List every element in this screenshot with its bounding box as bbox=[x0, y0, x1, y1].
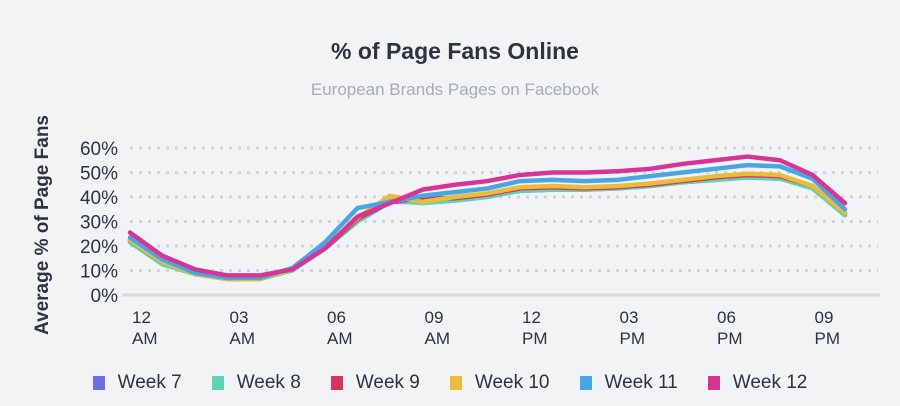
legend-item-week-11[interactable]: Week 11 bbox=[579, 372, 678, 394]
x-tick-label: AM bbox=[327, 329, 353, 348]
legend-swatch bbox=[92, 376, 105, 390]
x-tick-label: 03 bbox=[230, 308, 249, 327]
legend-item-week-10[interactable]: Week 10 bbox=[449, 372, 550, 394]
x-tick-label: 12 bbox=[132, 308, 151, 327]
legend-label: Week 7 bbox=[117, 372, 182, 393]
legend-item-week-12[interactable]: Week 12 bbox=[707, 372, 808, 394]
legend-swatch bbox=[211, 376, 224, 390]
y-tick-labels: 0% 10% 20% 30% 40% 50% 60% bbox=[80, 139, 118, 307]
line-chart: 0% 10% 20% 30% 40% 50% 60% 12 AM 03 AM 06 AM 09 AM 12 P… bbox=[80, 139, 880, 348]
x-tick-label: 12 bbox=[522, 308, 541, 327]
legend-item-week-8[interactable]: Week 8 bbox=[211, 372, 301, 394]
y-tick-label: 10% bbox=[80, 262, 118, 283]
legend-item-week-7[interactable]: Week 7 bbox=[92, 372, 182, 394]
x-tick-label: 09 bbox=[815, 308, 834, 327]
legend-swatch bbox=[449, 376, 462, 390]
legend-label: Week 11 bbox=[604, 372, 678, 393]
x-tick-label: 09 bbox=[425, 308, 444, 327]
legend-label: Week 10 bbox=[474, 372, 550, 393]
x-tick-label: 06 bbox=[327, 308, 346, 327]
x-tick-labels: 12 AM 03 AM 06 AM 09 AM 12 PM 03 PM 06 PM 09 PM bbox=[132, 308, 840, 348]
legend-label: Week 8 bbox=[236, 372, 301, 393]
x-tick-label: PM bbox=[717, 329, 743, 348]
legend-swatch bbox=[579, 376, 592, 390]
legend-swatch bbox=[330, 376, 343, 390]
x-tick-label: AM bbox=[230, 329, 256, 348]
y-tick-label: 60% bbox=[80, 139, 118, 160]
series-line-week-11 bbox=[127, 162, 848, 281]
y-tick-label: 20% bbox=[80, 237, 118, 258]
legend: Week 7 Week 8 Week 9 Week 10 Week 11 Week 12 bbox=[0, 372, 900, 394]
x-tick-label: PM bbox=[522, 329, 548, 348]
y-tick-label: 50% bbox=[80, 164, 118, 185]
series-lines bbox=[127, 154, 848, 282]
chart-subtitle: European Brands Pages on Facebook bbox=[310, 80, 600, 99]
y-tick-label: 0% bbox=[91, 286, 119, 307]
legend-item-week-9[interactable]: Week 9 bbox=[330, 372, 420, 394]
x-tick-label: 06 bbox=[717, 308, 736, 327]
y-tick-label: 40% bbox=[80, 188, 118, 209]
grid-lines bbox=[122, 146, 880, 297]
legend-label: Week 9 bbox=[355, 372, 420, 393]
y-tick-label: 30% bbox=[80, 213, 118, 234]
x-tick-label: AM bbox=[425, 329, 451, 348]
x-tick-label: PM bbox=[620, 329, 646, 348]
series-line-week-12 bbox=[127, 154, 848, 278]
x-tick-label: 03 bbox=[620, 308, 639, 327]
legend-swatch bbox=[707, 376, 720, 390]
chart-title: % of Page Fans Online bbox=[331, 38, 579, 64]
x-tick-label: AM bbox=[132, 329, 158, 348]
legend-label: Week 12 bbox=[732, 372, 808, 393]
x-tick-label: PM bbox=[815, 329, 841, 348]
